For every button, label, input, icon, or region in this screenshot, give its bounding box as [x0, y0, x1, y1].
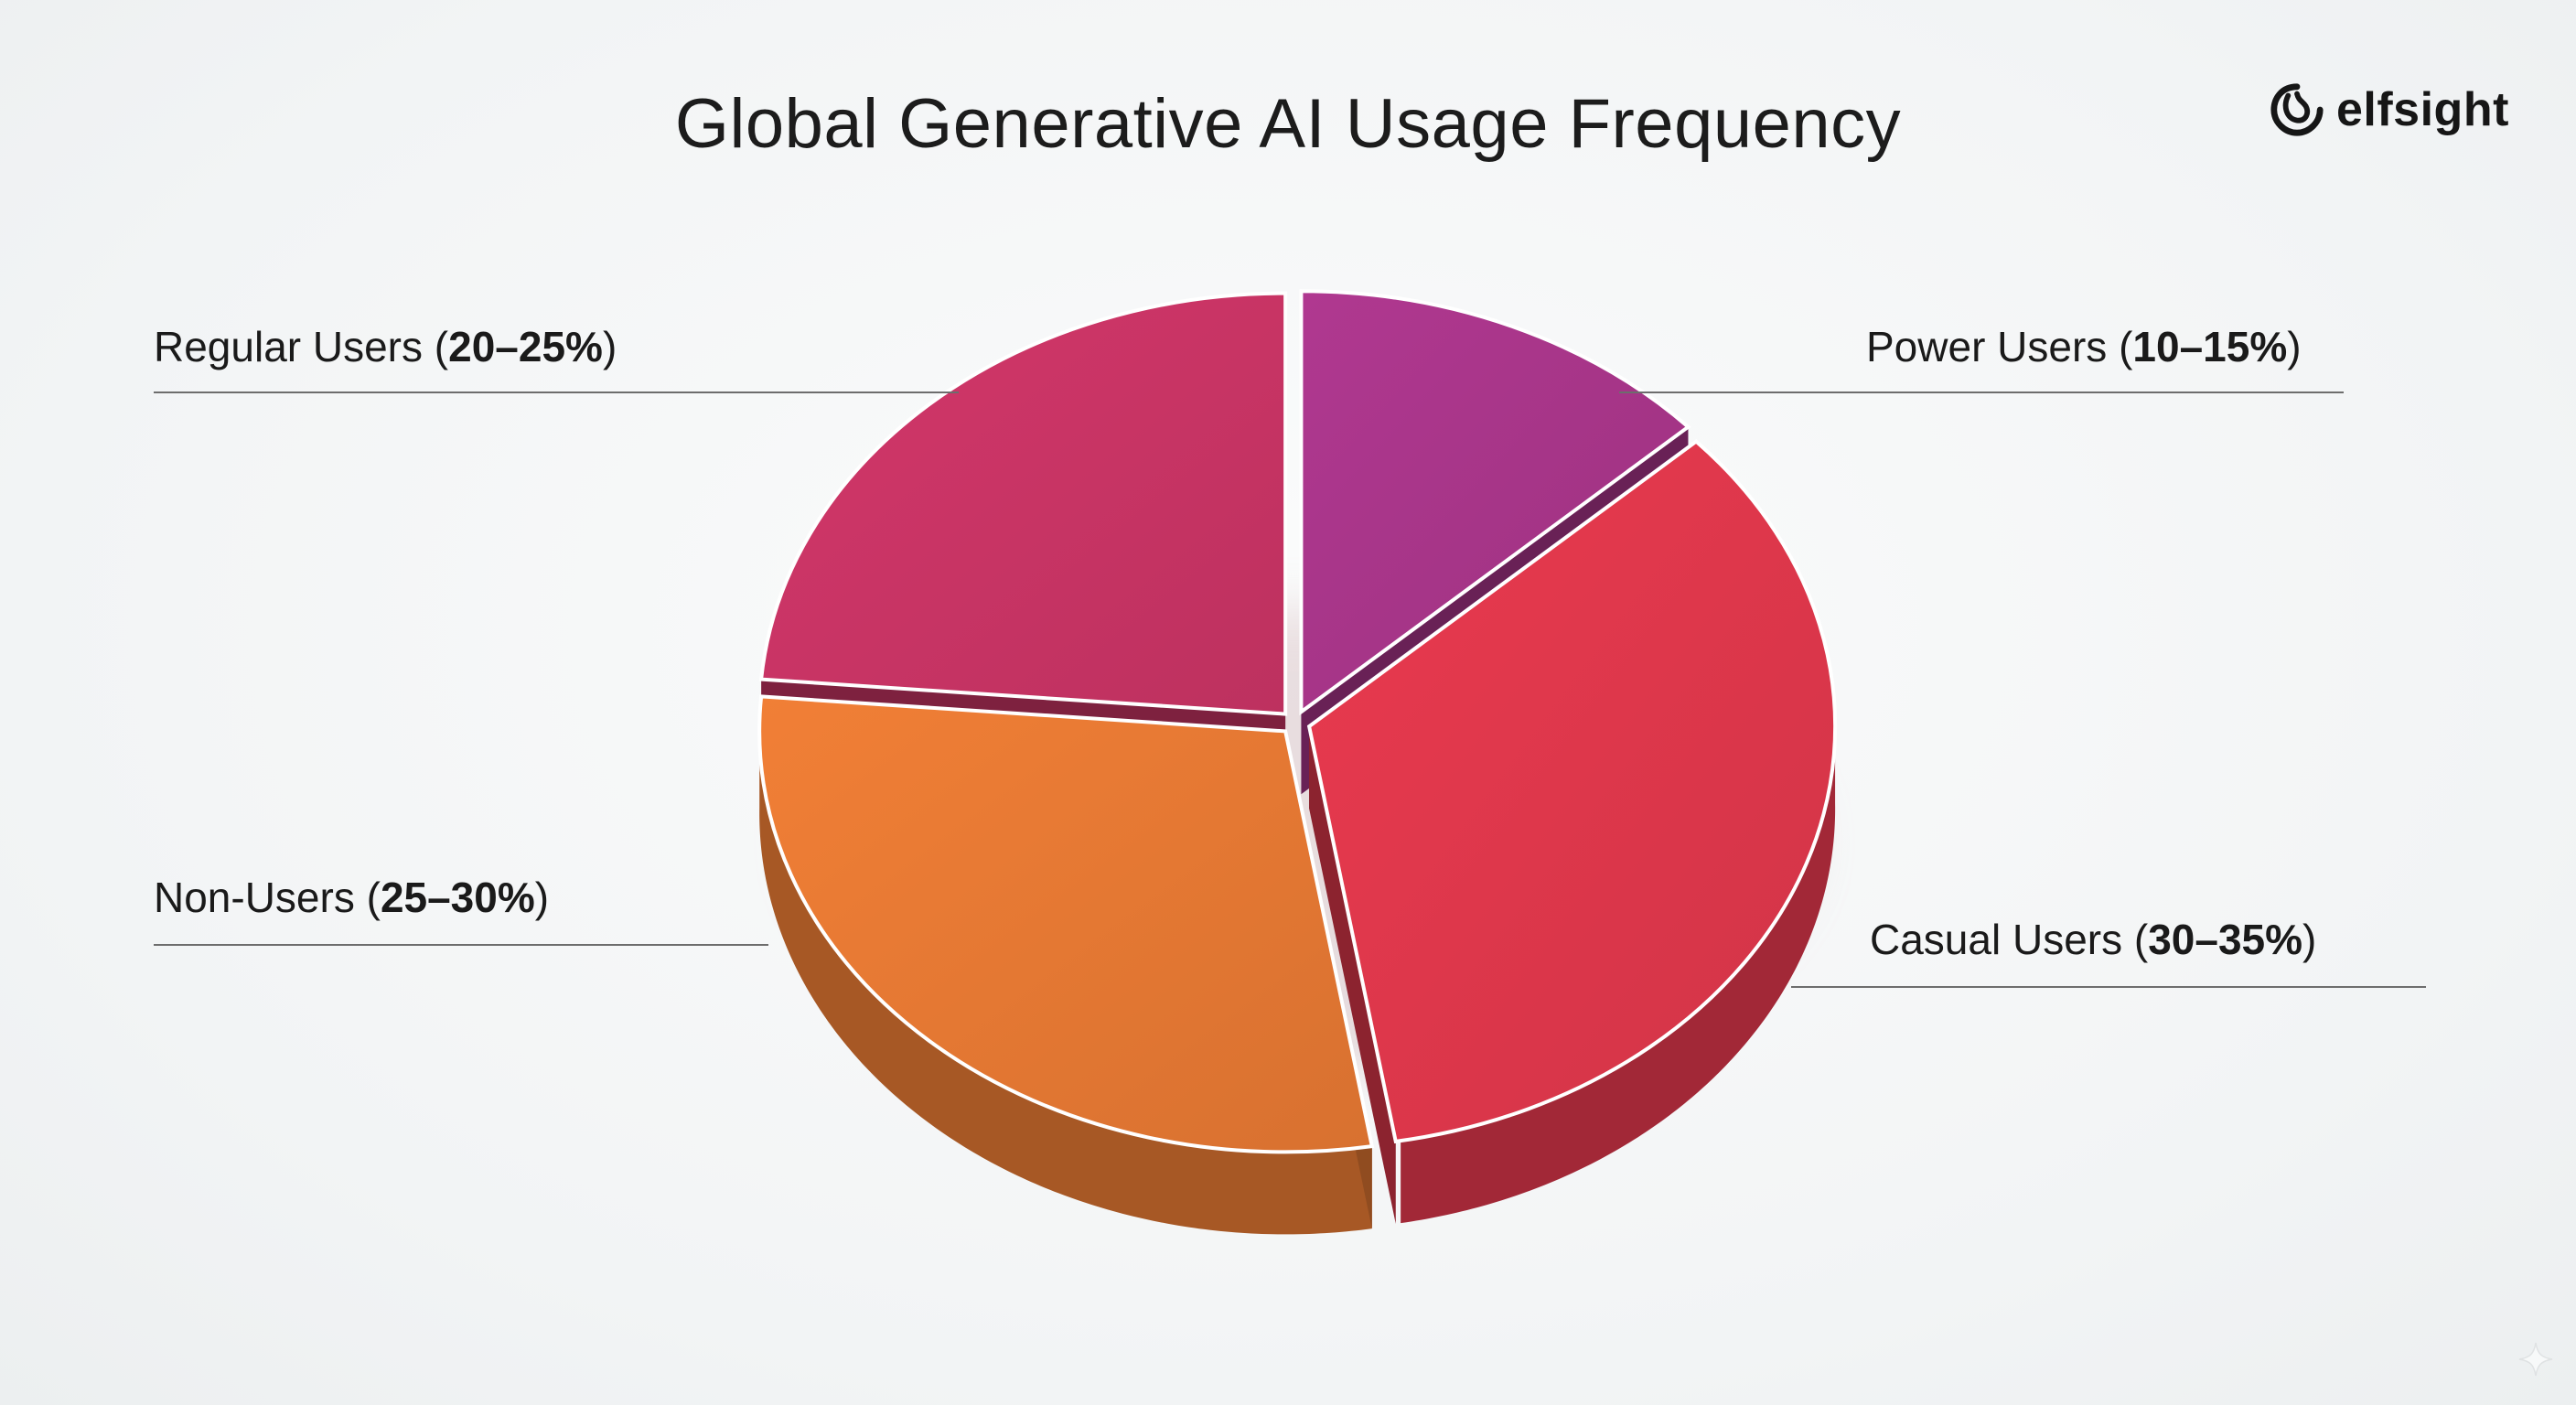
brand-name: elfsight	[2336, 83, 2509, 136]
leader-line-regular-users	[154, 391, 959, 393]
chart-title: Global Generative AI Usage Frequency	[674, 85, 1902, 163]
slice-side-non-users	[759, 725, 1372, 1235]
legend-label-regular-users: Regular Users (20–25%)	[154, 323, 617, 370]
slice-side-casual-users	[1401, 720, 1836, 1224]
slice-cut-casual-users	[1309, 726, 1396, 1224]
slice-label-non-users: Non-Users	[154, 874, 355, 921]
brand-logo: elfsight	[2269, 80, 2509, 139]
slice-top-casual-users	[1306, 439, 1838, 1144]
slice-label-regular-users: Regular Users	[154, 323, 423, 370]
sparkle-icon	[2518, 1342, 2553, 1377]
pie-slice-non-users	[757, 694, 1375, 1235]
leader-line-non-users	[154, 944, 768, 946]
slice-top-regular-users	[758, 291, 1288, 716]
slice-range-casual-users: 30–35%	[2148, 916, 2303, 963]
legend-label-power-users: Power Users (10–15%)	[1866, 323, 2302, 370]
elfsight-logo-icon	[2270, 83, 2324, 136]
leader-line-power-users	[1619, 391, 2344, 393]
slice-top-power-users	[1299, 289, 1691, 716]
slice-range-power-users: 10–15%	[2132, 323, 2288, 370]
leader-line-casual-users	[1791, 986, 2426, 988]
legend-label-non-users: Non-Users (25–30%)	[154, 874, 550, 921]
slice-range-non-users: 25–30%	[380, 874, 535, 921]
slice-label-casual-users: Casual Users	[1870, 916, 2123, 963]
slice-label-power-users: Power Users	[1866, 323, 2108, 370]
slice-top-non-users	[757, 694, 1375, 1154]
pie-slice-casual-users	[1306, 439, 1838, 1224]
legend-label-casual-users: Casual Users (30–35%)	[1870, 916, 2317, 963]
slice-range-regular-users: 20–25%	[448, 323, 603, 370]
